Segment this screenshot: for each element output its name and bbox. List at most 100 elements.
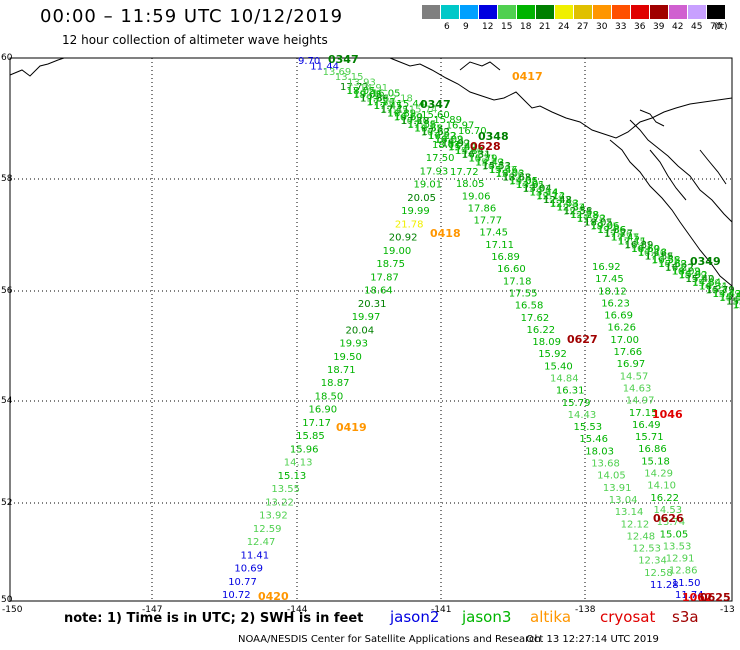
legend-label: 21 [539,22,551,32]
dense-swh-label: 16.31 [699,281,728,292]
dense-swh-label: 17.11 [387,109,416,120]
legend-swatch [498,5,517,19]
coastline-island-2 [699,149,727,185]
legend-swatch [612,5,631,19]
track-b-swh-label: 16.89 [491,252,520,263]
track-a-swh-label: 17.50 [426,153,455,164]
track-a-swh-label: 18.01 [432,140,461,151]
legend-label: 18 [520,22,532,32]
coastline-inner [629,119,733,223]
dense-swh-label: 18.03 [502,173,531,184]
dense-swh-label: 17.77 [610,233,639,244]
lat-label-54: 54 [1,396,13,406]
track-c-swh-label: 16.97 [617,359,646,370]
track-c-swh-label: 13.53 [663,541,692,552]
dense-swh-label: 17.45 [617,237,646,248]
dense-swh-label: 17.11 [624,240,653,251]
track-a-swh-label: 18.50 [315,392,344,403]
track-c-swh-label: 16.86 [638,444,667,455]
lat-label-56: 56 [1,286,13,296]
dense-swh-label: 13.91 [516,180,545,191]
dense-swh-label: 16.60 [400,116,429,127]
track-a-swh-label: 19.00 [383,246,412,257]
track-c-swh-label: 14.63 [623,384,652,395]
dense-swh-label: 18.05 [347,86,376,97]
track-c-swh-label: 15.18 [641,456,670,467]
track-a-swh-label: 19.50 [333,352,362,363]
track-b-swh-label: 13.91 [603,483,632,494]
track-a-swh-label: 15.85 [296,431,325,442]
dense-swh-label: 16.89 [625,240,654,251]
track-b-swh-label: 16.60 [497,264,526,275]
legend-swatch [460,5,479,19]
dense-swh-label: 17.55 [414,124,443,135]
dense-swh-label: 15.53 [488,165,517,176]
track-b-swh-label: 13.14 [615,507,644,518]
lat-label-58: 58 [1,174,13,184]
dense-swh-label: 13.68 [503,172,532,183]
dense-swh-label: 16.89 [631,244,660,255]
dense-swh-label: 16.22 [671,267,700,278]
track-a-swh-label: 19.01 [414,180,443,191]
legend-label: 36 [634,22,646,32]
legend-swatch [593,5,612,19]
satellite-altika: altika [530,608,572,626]
track-a-swh-label: 17.17 [302,418,331,429]
satellite-cryosat: cryosat [600,608,656,626]
dense-swh-label: 17.86 [598,225,627,236]
dense-swh-label: 12.53 [550,199,579,210]
track-a-swh-label: 18.71 [327,365,356,376]
dense-swh-label: 17.62 [659,259,688,270]
dense-swh-label: 15.79 [712,289,740,300]
dense-swh-label: 12.12 [543,195,572,206]
legend-label: 39 [653,22,665,32]
track-a-swh-label: 13.92 [259,511,288,522]
dense-swh-label: 17.86 [604,229,633,240]
dense-swh-label: 16.58 [415,123,444,134]
track-a-swh-label: 21.78 [395,219,424,230]
track-b-swh-label: 12.48 [627,531,656,542]
track-c-swh-label: 16.22 [650,493,679,504]
track-north-swh-label: 15.89 [433,115,462,126]
track-c-swh-label: 17.45 [595,274,624,285]
dense-swh-label: 17.77 [604,229,633,240]
track-a-swh-label: 13.22 [265,497,294,508]
legend-swatch [688,5,707,19]
dense-swh-label: 16.22 [428,131,457,142]
track-a-swh-label: 20.04 [346,325,375,336]
map-frame [9,57,733,602]
track-a-swh-label: 18.75 [376,259,405,270]
track-c-swh-label: 14.57 [620,371,649,382]
track-a-swh-label: 18.87 [321,378,350,389]
dense-swh-label: 16.60 [632,244,661,255]
dense-swh-label: 17.77 [367,97,396,108]
dense-swh-label: 16.31 [468,154,497,165]
dense-swh-label: 18.09 [672,266,701,277]
track-b-labels: 17.7218.0519.0617.8617.7717.4517.1116.89… [450,167,679,591]
track-a-swh-label: 19.93 [339,339,368,350]
dense-swh-label: 15.40 [455,146,484,157]
track-a-swh-label: 18.64 [364,286,393,297]
track-b-swh-label: 17.77 [474,216,503,227]
dense-swh-label: 15.46 [489,165,518,176]
satellite-jason2: jason2 [390,608,440,626]
track-b-swh-label: 18.03 [585,446,614,457]
track-c-swh-label: 16.23 [601,298,630,309]
track-north-swh-label: 9.70 [298,56,320,67]
dense-swh-label: 14.43 [482,161,511,172]
coastline-island-3 [639,109,665,127]
dense-swh-label: 15.79 [469,154,498,165]
track-b-swh-label: 13.04 [609,495,638,506]
dense-swh-label: 15.40 [692,278,721,289]
dense-swh-label: 18.09 [678,270,707,281]
track-b-swh-label: 17.72 [450,167,479,178]
dense-swh-label: 17.45 [611,233,640,244]
dense-swh-label: 17.62 [427,131,456,142]
track-a-swh-label: 17.93 [420,167,449,178]
track-north-swh-label: 16.05 [372,88,401,99]
dense-swh-label: 18.05 [353,90,382,101]
legend-swatch [517,5,536,19]
track-north-swh-label: 15.60 [421,110,450,121]
